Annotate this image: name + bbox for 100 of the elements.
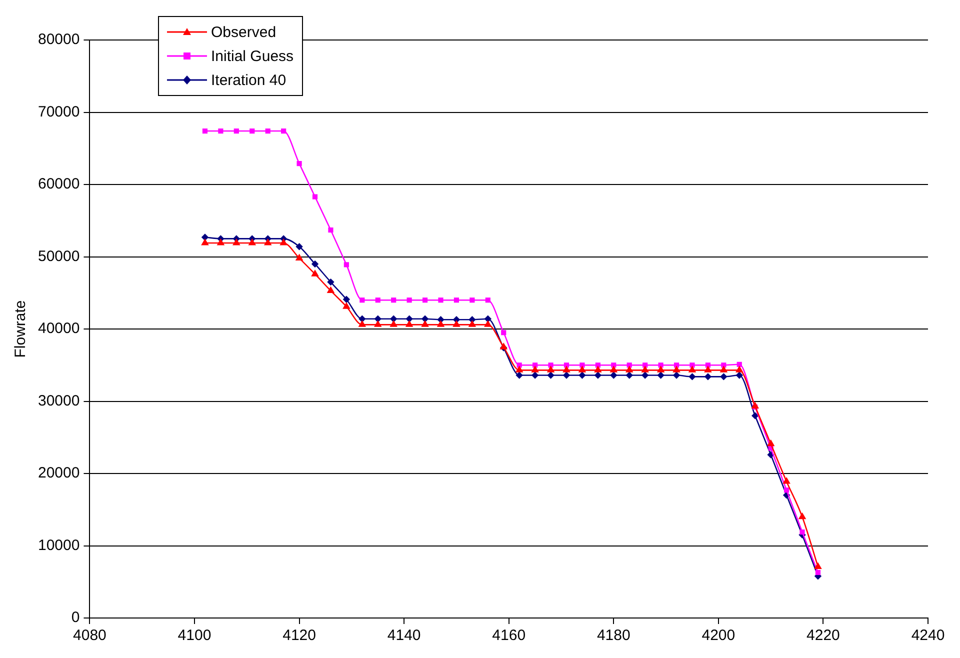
x-tick-label: 4220	[806, 627, 840, 644]
point	[344, 262, 349, 268]
point	[766, 439, 775, 446]
point	[548, 362, 554, 368]
point	[484, 320, 492, 327]
point	[327, 278, 334, 286]
point	[232, 238, 240, 246]
point	[704, 366, 712, 372]
point	[641, 372, 649, 379]
legend-label: Iteration 40	[211, 72, 286, 88]
point	[531, 372, 539, 379]
point	[311, 270, 319, 276]
y-tick-label: 30000	[38, 392, 80, 410]
y-axis-title: Flowrate	[12, 300, 30, 358]
point	[751, 402, 759, 409]
point	[326, 286, 335, 293]
point	[641, 366, 649, 372]
point	[436, 320, 445, 327]
x-tick-label: 4100	[178, 627, 212, 644]
point	[360, 298, 365, 303]
point	[580, 362, 585, 368]
point	[280, 238, 288, 246]
point	[578, 366, 586, 372]
point	[406, 298, 412, 303]
point	[438, 298, 444, 303]
point	[328, 227, 334, 233]
point	[688, 373, 696, 380]
point	[531, 366, 539, 372]
point	[546, 366, 555, 372]
point	[296, 243, 303, 250]
x-tick-label: 4200	[702, 627, 736, 644]
point	[374, 320, 382, 327]
point	[485, 298, 490, 303]
point	[594, 366, 602, 372]
y-tick-label: 80000	[38, 31, 80, 48]
point	[218, 128, 224, 134]
x-tick-label: 4140	[387, 627, 421, 644]
point	[626, 372, 633, 379]
x-tick-label: 4080	[73, 627, 106, 644]
point	[311, 260, 319, 268]
point	[484, 315, 492, 322]
point	[690, 362, 695, 368]
point	[295, 254, 304, 260]
legend-label: Observed	[211, 24, 276, 40]
point	[250, 128, 255, 134]
point	[265, 128, 270, 134]
point	[562, 366, 570, 372]
y-tick-label: 60000	[38, 176, 80, 193]
point	[720, 366, 728, 372]
y-tick-label: 70000	[38, 103, 80, 120]
point	[264, 238, 272, 246]
point	[610, 366, 618, 372]
point	[752, 412, 759, 420]
point	[454, 298, 460, 303]
point	[452, 320, 460, 327]
point	[501, 330, 506, 336]
point	[201, 238, 209, 246]
point	[736, 362, 742, 367]
point	[390, 320, 398, 327]
point	[516, 372, 523, 379]
point	[720, 373, 728, 380]
point	[594, 372, 602, 379]
point	[704, 373, 712, 380]
point	[312, 194, 318, 200]
point	[672, 372, 680, 379]
point	[234, 128, 239, 134]
point	[578, 372, 586, 379]
point	[657, 372, 664, 379]
point	[468, 320, 476, 327]
point	[800, 529, 805, 535]
point	[815, 570, 821, 576]
x-tick-label: 4240	[911, 627, 945, 644]
point	[216, 238, 225, 246]
x-tick-label: 4120	[282, 627, 316, 644]
x-tick-label: 4180	[596, 627, 630, 644]
point	[248, 238, 256, 246]
point	[784, 488, 790, 493]
point	[421, 320, 429, 327]
point	[406, 315, 413, 322]
point	[202, 128, 208, 134]
point	[672, 366, 680, 372]
x-tick-label: 4160	[492, 627, 526, 644]
point	[375, 298, 380, 303]
point	[422, 298, 428, 303]
point	[281, 128, 286, 134]
y-tick-label: 10000	[38, 536, 80, 554]
point	[547, 372, 554, 379]
point	[470, 298, 475, 303]
y-tick-label: 0	[71, 609, 80, 626]
point	[562, 372, 570, 379]
point	[656, 366, 665, 372]
point	[610, 372, 618, 379]
point	[296, 161, 302, 166]
point	[814, 562, 822, 569]
point	[421, 315, 429, 322]
point	[736, 372, 743, 379]
y-tick-label: 40000	[38, 320, 80, 338]
y-tick-label: 50000	[38, 248, 80, 265]
legend-label: Initial Guess	[211, 48, 294, 64]
point	[798, 512, 806, 520]
